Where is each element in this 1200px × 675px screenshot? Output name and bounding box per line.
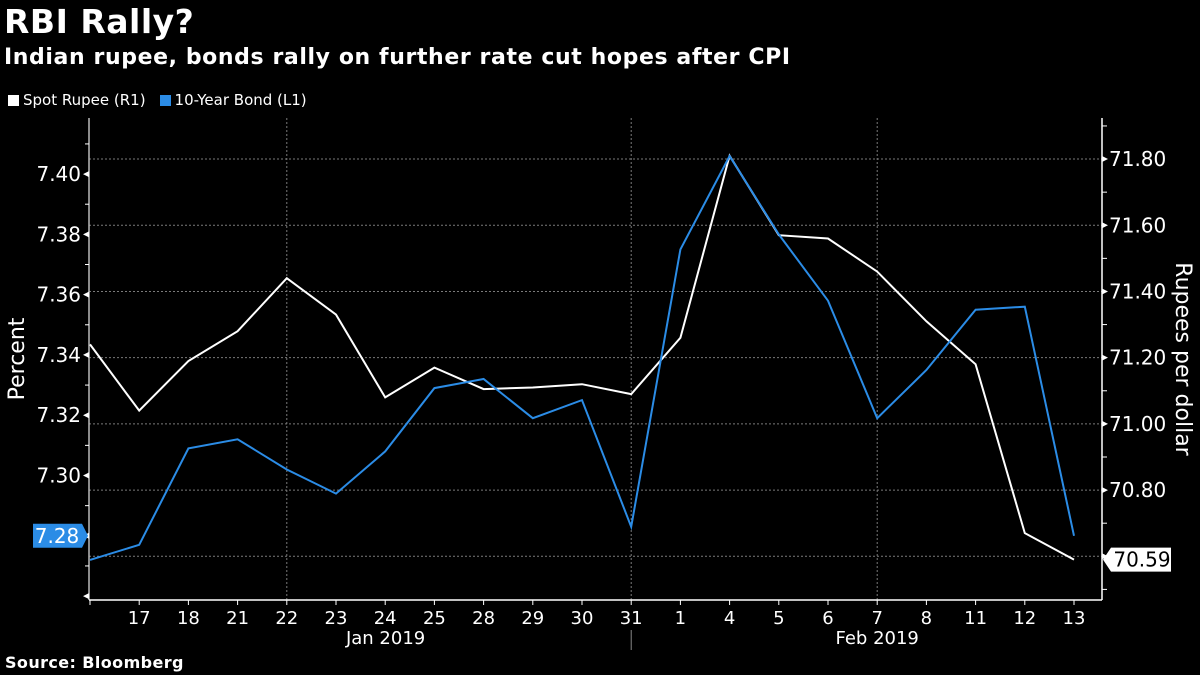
right-tick-label: 71.60: [1109, 213, 1166, 237]
left-tick-label: 7.30: [36, 464, 81, 488]
rupee-last-value-label: 70.59: [1113, 548, 1170, 572]
x-tick-label: 29: [521, 608, 544, 629]
left-tick: [83, 472, 89, 479]
legend-swatch-10y-bond: [159, 94, 171, 106]
legend-label-10y-bond: 10-Year Bond (L1): [174, 91, 307, 109]
spot-rupee-line: [89, 153, 1075, 561]
x-tick-label: 23: [325, 608, 348, 629]
left-tick: [83, 412, 89, 419]
x-tick-label: 28: [472, 608, 495, 629]
x-tick-label: 13: [1063, 608, 1086, 629]
legend-item-10y-bond: 10-Year Bond (L1): [159, 91, 307, 109]
x-tick-label: 7: [871, 608, 882, 629]
x-tick-label: 22: [275, 608, 298, 629]
right-tick-label: 70.80: [1109, 478, 1166, 502]
gridlines: [89, 118, 1102, 600]
x-tick-label: 31: [620, 608, 643, 629]
left-tick: [83, 171, 89, 178]
x-tick-label: 4: [724, 608, 735, 629]
right-tick: [1102, 222, 1108, 229]
left-tick: [83, 593, 89, 600]
left-tick: [83, 351, 89, 358]
series-lines: [89, 153, 1075, 561]
right-tick-label: 71.40: [1109, 279, 1166, 303]
x-tick-label: 30: [571, 608, 594, 629]
right-tick: [1102, 354, 1108, 361]
chart-title: RBI Rally?: [4, 2, 195, 41]
bond-last-value-label: 7.28: [35, 524, 80, 548]
legend-item-spot-rupee: Spot Rupee (R1): [8, 91, 146, 109]
left-tick-label: 7.32: [36, 403, 81, 427]
left-tick: [83, 291, 89, 298]
right-tick-label: 71.20: [1109, 346, 1166, 370]
x-tick-label: 6: [822, 608, 833, 629]
left-tick: [83, 231, 89, 238]
right-tick: [1102, 487, 1108, 494]
left-tick-label: 7.38: [36, 222, 81, 246]
x-tick-label: 1: [675, 608, 686, 629]
source-note: Source: Bloomberg: [5, 653, 184, 672]
right-tick: [1102, 156, 1108, 163]
x-tick-label: 21: [226, 608, 249, 629]
x-tick-label: 18: [177, 608, 200, 629]
x-tick-label: 25: [423, 608, 446, 629]
axes: 7.30 7.32 7.34 7.36 7.38 7.40 70.80 71.00 71.20 7…: [36, 118, 1166, 650]
bond-last-value-badge: [33, 523, 88, 548]
legend-swatch-spot-rupee: [8, 94, 19, 106]
right-tick-label: 71.80: [1109, 147, 1166, 171]
x-tick-label: 24: [374, 608, 397, 629]
right-tick: [1102, 553, 1108, 560]
chart-subtitle: Indian rupee, bonds rally on further rat…: [4, 45, 791, 70]
x-tick-label: 11: [964, 608, 987, 629]
left-tick-label: 7.34: [36, 343, 81, 367]
right-tick: [1102, 288, 1108, 295]
x-group-label: Feb 2019: [835, 628, 918, 649]
rupee-last-value-badge: [1103, 547, 1171, 572]
x-tick-label: 12: [1013, 608, 1036, 629]
x-tick-label: 17: [128, 608, 151, 629]
right-tick: [1102, 420, 1108, 427]
x-tick-label: 5: [773, 608, 784, 629]
legend-label-spot-rupee: Spot Rupee (R1): [23, 91, 146, 109]
right-tick-label: 71.00: [1109, 412, 1166, 436]
left-tick-label: 7.40: [36, 162, 81, 186]
left-tick-label: 7.36: [36, 283, 81, 307]
value-badges: 70.59 7.28: [33, 523, 1171, 572]
right-axis-label: Rupees per dollar: [1170, 262, 1195, 456]
x-group-label: Jan 2019: [345, 628, 425, 649]
x-tick-label: 8: [921, 608, 932, 629]
bond-yield-line: [89, 153, 1075, 561]
legend: Spot Rupee (R1) 10-Year Bond (L1): [8, 91, 307, 109]
left-axis-label: Percent: [5, 317, 30, 400]
